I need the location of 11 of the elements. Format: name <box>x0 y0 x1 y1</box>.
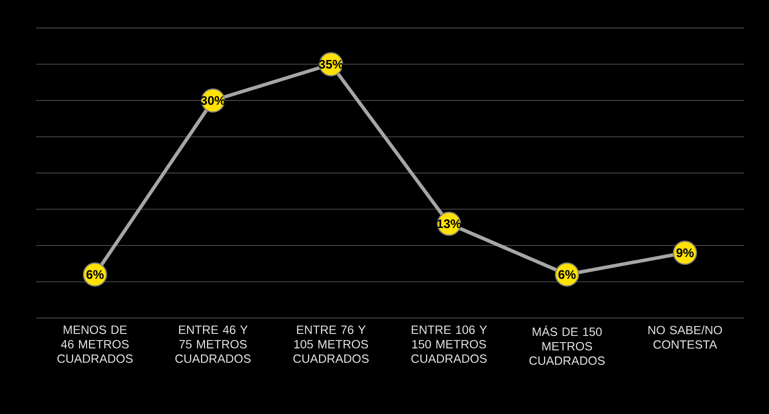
x-tick-label: NO SABE/NO CONTESTA <box>648 326 722 349</box>
data-label: 6% <box>86 270 104 279</box>
x-tick-label: ENTRE 76 Y 105 METROS CUADRADOS <box>293 326 369 363</box>
x-tick-label: ENTRE 106 Y 150 METROS CUADRADOS <box>411 326 487 363</box>
data-label: 30% <box>200 96 226 105</box>
x-tick-label: ENTRE 46 Y 75 METROS CUADRADOS <box>175 326 251 363</box>
x-tick-label: MENOS DE 46 METROS CUADRADOS <box>57 326 133 363</box>
data-label: 9% <box>676 248 694 258</box>
data-label: 13% <box>437 219 462 228</box>
data-label: 6% <box>558 270 576 279</box>
x-tick-label: MÁS DE 150 METROS CUADRADOS <box>529 326 605 365</box>
